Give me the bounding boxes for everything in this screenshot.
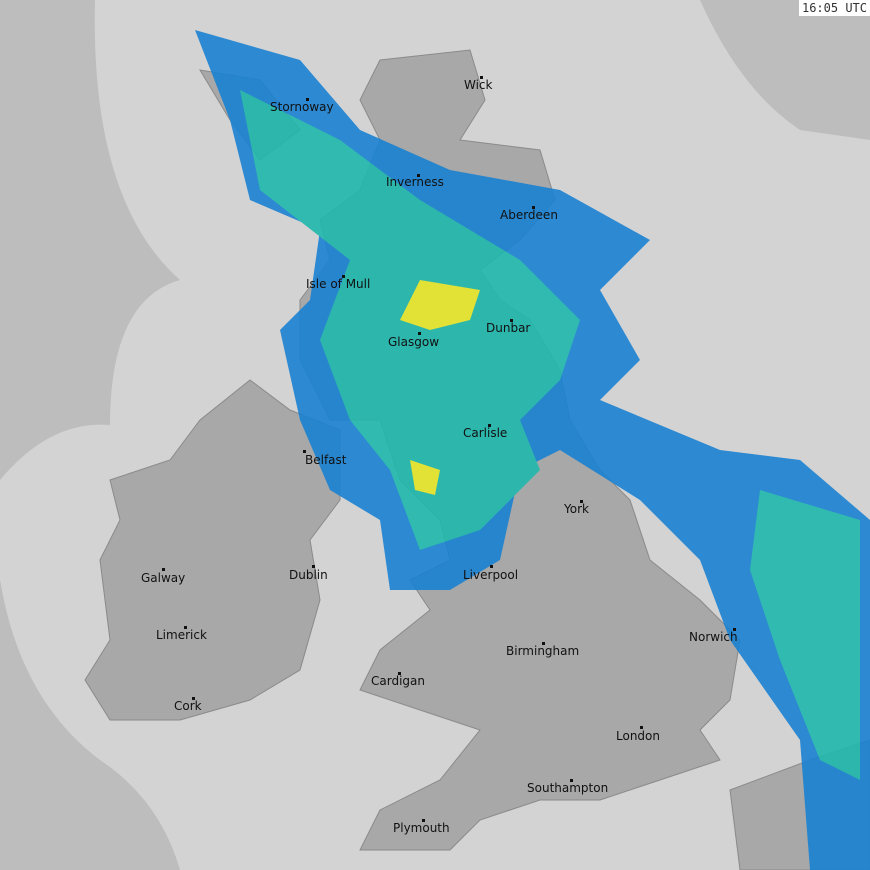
city-label: Stornoway: [270, 100, 334, 114]
city-marker: [532, 206, 535, 209]
city-label: Inverness: [386, 175, 444, 189]
city-marker: [417, 174, 420, 177]
city-label: London: [616, 729, 660, 743]
city-marker: [570, 779, 573, 782]
city-marker: [312, 565, 315, 568]
city-marker: [510, 319, 513, 322]
city-label: Liverpool: [463, 568, 519, 582]
city-label: Southampton: [527, 781, 609, 795]
city-label: Limerick: [156, 628, 207, 642]
city-marker: [192, 697, 195, 700]
city-label: Belfast: [305, 453, 347, 467]
city-marker: [480, 76, 483, 79]
city-marker: [303, 450, 306, 453]
city-label: York: [564, 502, 589, 516]
city-label: Norwich: [689, 630, 738, 644]
city-marker: [580, 500, 583, 503]
timestamp: 16:05 UTC: [798, 0, 870, 16]
city-label: Dunbar: [486, 321, 531, 335]
city-marker: [422, 819, 425, 822]
city-marker: [488, 424, 491, 427]
city-marker: [184, 626, 187, 629]
city-label: Aberdeen: [500, 208, 558, 222]
city-marker: [306, 98, 309, 101]
city-marker: [542, 642, 545, 645]
rain: [195, 30, 870, 870]
city-label: Carlisle: [463, 426, 508, 440]
city-marker: [490, 565, 493, 568]
city-marker: [162, 568, 165, 571]
city-label: Plymouth: [393, 821, 450, 835]
city-label: Glasgow: [388, 335, 440, 349]
city-label: Isle of Mull: [306, 277, 371, 291]
city-label: Wick: [464, 78, 493, 92]
city-label: Dublin: [289, 568, 328, 582]
city-marker: [640, 726, 643, 729]
city-marker: [342, 275, 345, 278]
city-label: Cork: [174, 699, 202, 713]
city-label: Galway: [141, 571, 186, 585]
city-marker: [733, 628, 736, 631]
city-label: Cardigan: [371, 674, 425, 688]
city-marker: [398, 672, 401, 675]
city-label: Birmingham: [506, 644, 580, 658]
city-marker: [418, 332, 421, 335]
